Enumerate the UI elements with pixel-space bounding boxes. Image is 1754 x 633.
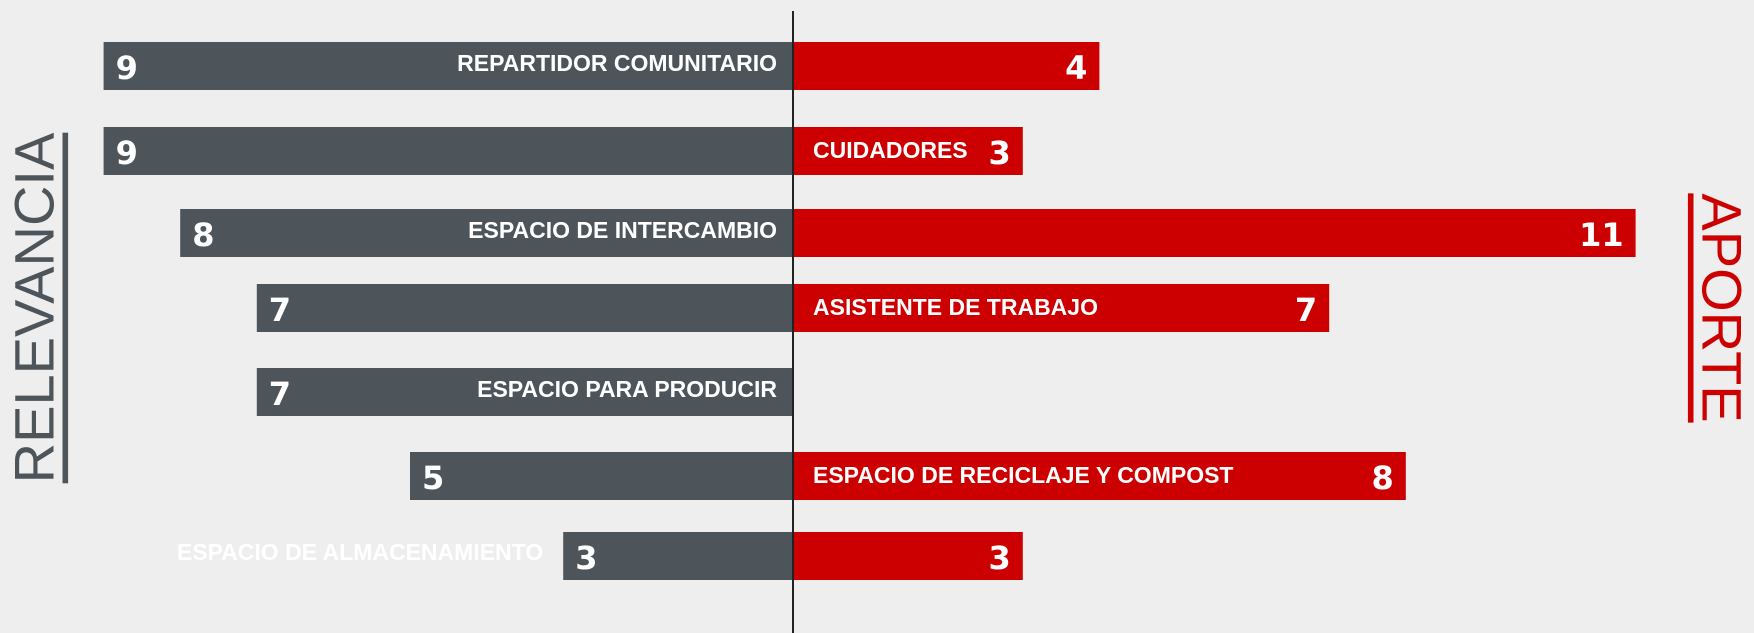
bar-left	[180, 209, 793, 257]
bar-left	[256, 368, 793, 416]
category-label: ESPACIO DE RECICLAJE Y COMPOST	[813, 462, 1233, 488]
right-series-title: APORTE	[1691, 193, 1754, 422]
left-series-title: RELEVANCIA	[3, 132, 66, 483]
bar-right	[793, 284, 1330, 332]
bar-right	[793, 42, 1100, 90]
value-label: 3	[989, 539, 1011, 577]
category-label: ESPACIO DE ALMACENAMIENTO	[177, 539, 543, 565]
bar-left	[256, 284, 793, 332]
category-label: CUIDADORES	[813, 137, 968, 163]
category-label: ASISTENTE DE TRABAJO	[813, 294, 1098, 320]
value-label: 9	[116, 134, 138, 172]
value-label: 8	[192, 216, 214, 254]
value-label: 5	[422, 459, 444, 497]
bar-left	[103, 127, 794, 175]
category-label: ESPACIO DE INTERCAMBIO	[468, 217, 777, 243]
value-label: 4	[1065, 49, 1087, 87]
bar-left	[410, 452, 793, 500]
category-label: REPARTIDOR COMUNITARIO	[457, 50, 777, 76]
bar-left	[103, 42, 794, 90]
value-label: 9	[116, 49, 138, 87]
bar-right	[793, 532, 1023, 580]
bar-left	[563, 532, 793, 580]
value-label: 7	[269, 291, 291, 329]
value-label: 7	[1295, 291, 1317, 329]
bar-right	[793, 209, 1636, 257]
category-label: ESPACIO PARA PRODUCIR	[477, 376, 777, 402]
value-label: 11	[1579, 216, 1624, 254]
bar-right	[793, 127, 1023, 175]
value-label: 7	[269, 375, 291, 413]
bar-right	[793, 452, 1406, 500]
value-label: 3	[989, 134, 1011, 172]
value-label: 3	[575, 539, 597, 577]
value-label: 8	[1372, 459, 1394, 497]
